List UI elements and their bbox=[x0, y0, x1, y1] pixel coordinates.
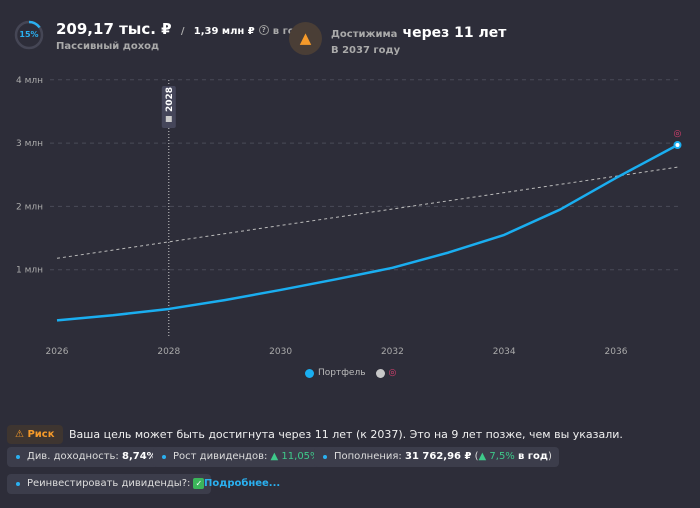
flag-icon bbox=[165, 116, 172, 122]
help-icon[interactable]: ? bbox=[258, 24, 269, 35]
x-tick-label: 2032 bbox=[381, 347, 404, 357]
portfolio-line bbox=[56, 143, 679, 322]
growth: ▲ 7,5% bbox=[478, 451, 515, 462]
value: ▲ 11,05% bbox=[270, 451, 320, 462]
marker-label: 2028 bbox=[165, 87, 175, 112]
x-tick-label: 2026 bbox=[46, 347, 69, 357]
label: Реинвестировать дивиденды?: bbox=[27, 478, 191, 489]
marker-badge bbox=[161, 86, 176, 128]
label: Див. доходность: bbox=[27, 451, 119, 462]
label: Пополнения: bbox=[334, 451, 402, 462]
separator: / bbox=[180, 26, 185, 37]
progress-label: 15% bbox=[19, 30, 39, 39]
checkbox-checked-icon[interactable]: ✓ bbox=[193, 478, 205, 489]
x-tick-label: 2028 bbox=[157, 347, 180, 357]
x-tick-label: 2030 bbox=[269, 347, 292, 357]
reach-summary: Достижима через 11 лет В 2037 году bbox=[331, 22, 506, 56]
topup-chip[interactable]: Пополнения: 31 762,96 ₽ (▲ 7,5% в год) bbox=[314, 447, 559, 467]
risk-label: Риск bbox=[27, 429, 55, 440]
reach-prefix: Достижима bbox=[331, 29, 398, 40]
chart[interactable]: 1 млн 2 млн 3 млн 4 млн 2026 2028 2030 2032 2034… bbox=[0, 0, 700, 400]
x-tick-label: 2036 bbox=[605, 347, 628, 357]
portfolio-end-point[interactable] bbox=[673, 140, 682, 149]
value: 31 762,96 ₽ bbox=[405, 451, 472, 462]
goal-line bbox=[56, 166, 678, 259]
period: в год bbox=[272, 26, 303, 37]
income-value: 209,17 тыс. ₽ bbox=[56, 20, 172, 38]
legend-portfolio-dot[interactable] bbox=[305, 368, 314, 378]
y-tick-label: 3 млн bbox=[16, 139, 43, 149]
legend-portfolio[interactable]: Портфель bbox=[318, 368, 366, 378]
label: Рост дивидендов: bbox=[173, 451, 268, 462]
y-tick-label: 4 млн bbox=[16, 76, 43, 86]
risk-badge: ⚠ Риск bbox=[7, 425, 63, 444]
value: 8,74% bbox=[121, 451, 157, 462]
reach-value: через 11 лет bbox=[402, 25, 507, 41]
y-tick-label: 1 млн bbox=[16, 266, 43, 276]
risk-message: Ваша цель может быть достигнута через 11… bbox=[69, 428, 623, 441]
target-icon: ◎ bbox=[674, 129, 682, 139]
y-tick-label: 2 млн bbox=[16, 202, 43, 212]
reinvest-chip[interactable]: Реинвестировать дивиденды?: ✓ bbox=[7, 474, 212, 494]
income-summary: 209,17 тыс. ₽ / 1,39 млн ₽? в год Пассивн… bbox=[56, 20, 303, 52]
progress-ring: 15% bbox=[14, 20, 44, 50]
div-growth-chip[interactable]: Рост дивидендов: ▲ 11,05% bbox=[153, 447, 327, 467]
more-link[interactable]: Подробнее... bbox=[204, 478, 281, 489]
target-icon: ◎ bbox=[388, 368, 397, 378]
goal-value: 1,39 млн ₽ bbox=[193, 26, 255, 37]
income-label: Пассивный доход bbox=[56, 41, 160, 52]
period: в год bbox=[518, 451, 548, 462]
reach-year: В 2037 году bbox=[331, 45, 401, 56]
div-yield-chip[interactable]: Див. доходность: 8,74% bbox=[7, 447, 164, 467]
legend: Портфель ◎ bbox=[305, 368, 396, 378]
warning-icon: ▲ bbox=[289, 22, 322, 55]
x-tick-label: 2034 bbox=[493, 347, 516, 357]
legend-goal-dot[interactable] bbox=[375, 368, 385, 378]
